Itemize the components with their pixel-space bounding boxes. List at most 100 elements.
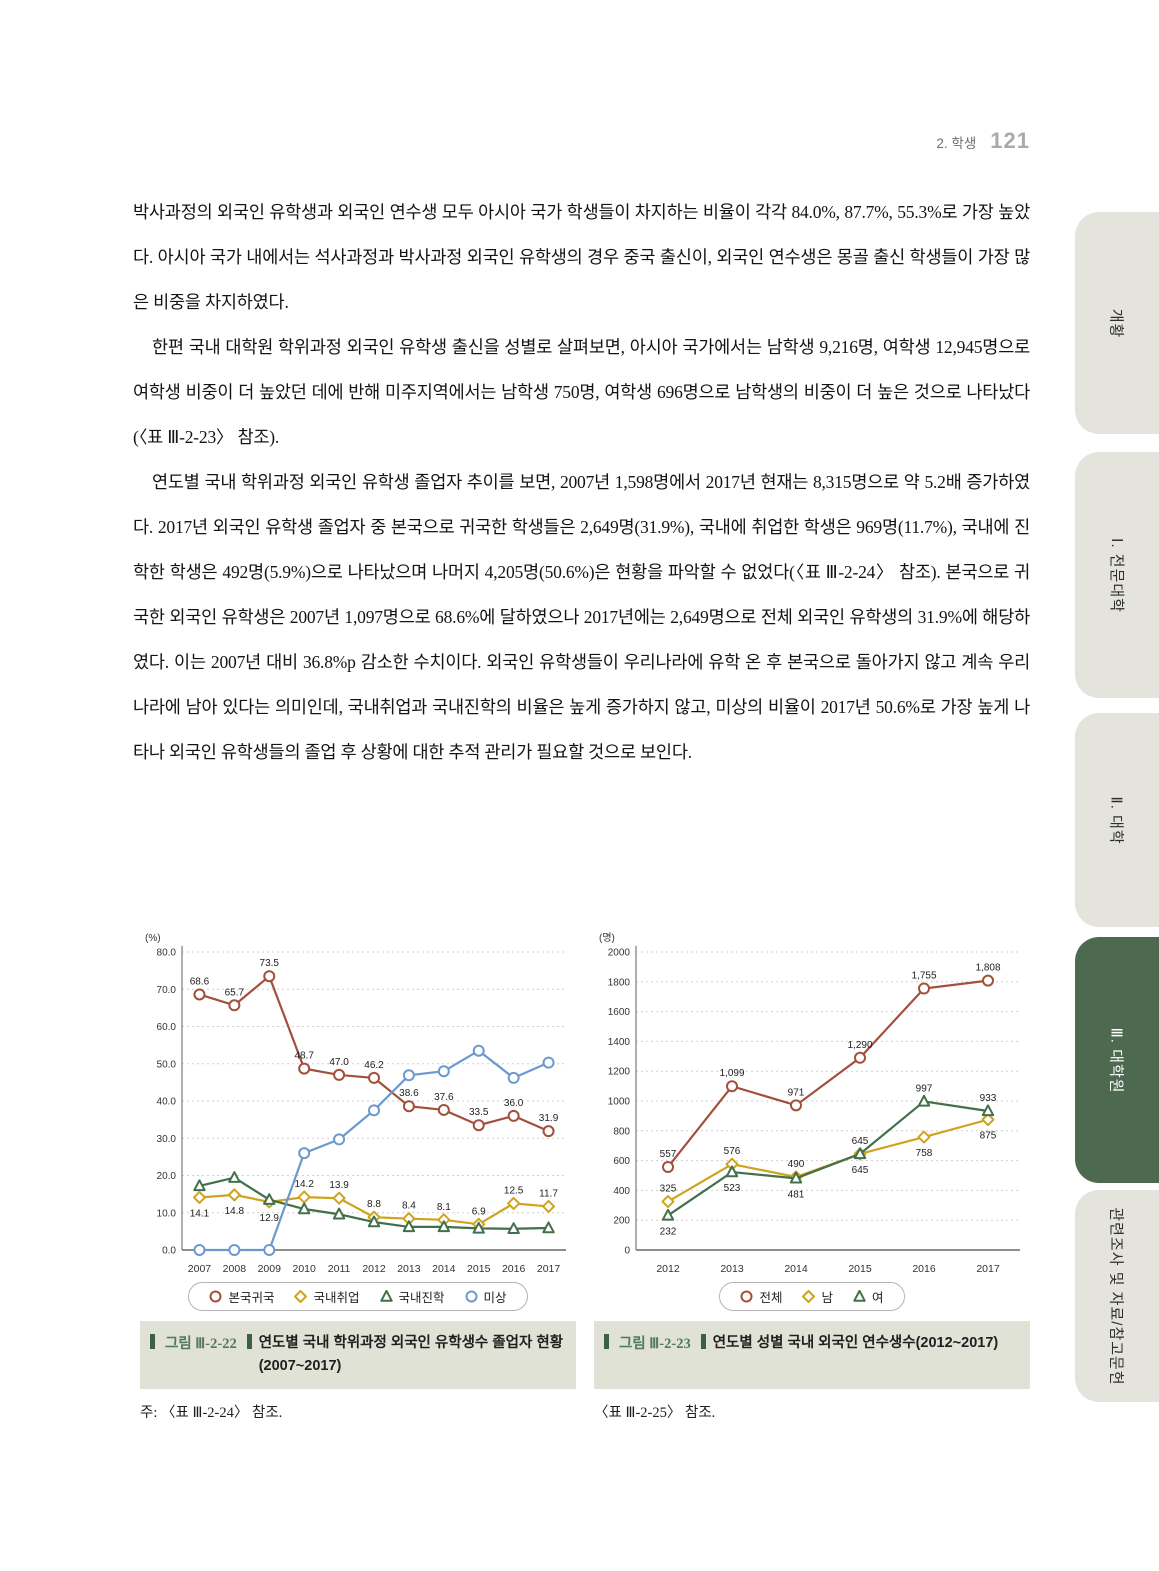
svg-text:758: 758	[916, 1148, 933, 1159]
svg-text:40.0: 40.0	[157, 1097, 177, 1108]
svg-text:2015: 2015	[467, 1263, 491, 1275]
figures-row: (%) 0.0 10.0 20.0 30.0 40.0 50.0 60.0 70.0 80.0 20…	[140, 928, 1030, 1422]
paragraph: 연도별 국내 학위과정 외국인 유학생 졸업자 추이를 보면, 2007년 1,…	[133, 472, 1030, 762]
svg-text:36.0: 36.0	[504, 1098, 524, 1109]
svg-text:12.5: 12.5	[504, 1185, 524, 1196]
figure2-caption: 그림 Ⅲ-2-23 연도별 성별 국내 외국인 연수생수(2012~2017)	[594, 1321, 1030, 1389]
page-header: 2. 학생 121	[936, 128, 1030, 154]
legend-marker-icon	[379, 1290, 393, 1302]
svg-text:2000: 2000	[608, 948, 631, 959]
svg-text:37.6: 37.6	[434, 1092, 454, 1103]
svg-text:490: 490	[788, 1159, 805, 1170]
svg-text:33.5: 33.5	[469, 1107, 489, 1118]
svg-text:11.7: 11.7	[539, 1188, 558, 1199]
legend-label: 전체	[759, 1291, 783, 1305]
legend-item: 국내취업	[294, 1287, 360, 1306]
header-page-number: 121	[990, 128, 1030, 153]
svg-text:600: 600	[613, 1156, 630, 1167]
svg-text:2017: 2017	[537, 1263, 561, 1275]
svg-text:2015: 2015	[848, 1263, 872, 1275]
svg-text:557: 557	[660, 1149, 677, 1160]
svg-text:1600: 1600	[608, 1007, 631, 1018]
caption-bar-icon	[246, 1334, 252, 1349]
legend-item: 여	[853, 1287, 884, 1306]
svg-text:8.8: 8.8	[367, 1199, 381, 1210]
svg-text:933: 933	[980, 1093, 997, 1104]
svg-text:6.9: 6.9	[472, 1206, 486, 1217]
svg-text:2008: 2008	[223, 1263, 247, 1275]
svg-text:2010: 2010	[293, 1263, 317, 1275]
svg-text:14.8: 14.8	[225, 1206, 245, 1217]
svg-text:(%): (%)	[145, 933, 161, 944]
svg-text:65.7: 65.7	[225, 987, 245, 998]
svg-text:1400: 1400	[608, 1037, 631, 1048]
svg-text:2012: 2012	[362, 1263, 386, 1275]
svg-text:481: 481	[788, 1189, 805, 1200]
svg-text:1000: 1000	[608, 1097, 631, 1108]
legend-label: 여	[872, 1291, 884, 1305]
sidebar-tab-label: Ⅱ. 대학	[1107, 795, 1125, 845]
svg-text:2011: 2011	[328, 1263, 351, 1275]
caption-bar-icon	[700, 1334, 706, 1349]
sidebar-tab-2: Ⅰ. 전문대학	[1075, 452, 1159, 698]
caption-bar-icon	[604, 1334, 609, 1349]
paragraph: 한편 국내 대학원 학위과정 외국인 유학생 출신을 성별로 살펴보면, 아시아…	[133, 337, 1030, 447]
svg-text:14.2: 14.2	[294, 1179, 314, 1190]
legend-item: 미상	[465, 1287, 507, 1306]
svg-text:2017: 2017	[976, 1263, 1000, 1275]
svg-text:10.0: 10.0	[157, 1208, 177, 1219]
legend-label: 본국귀국	[228, 1291, 275, 1305]
legend-marker-icon	[209, 1290, 222, 1303]
caption-bar-icon	[150, 1334, 155, 1349]
svg-text:875: 875	[980, 1131, 997, 1142]
sidebar-tab-4: Ⅲ. 대학원	[1075, 937, 1159, 1183]
legend-marker-icon	[853, 1290, 866, 1302]
svg-text:1200: 1200	[608, 1067, 631, 1078]
trainees-line-chart: (명) 0 200 400 600 800 1000 1200 1400 1600 1800 2000…	[599, 932, 1020, 1275]
svg-text:523: 523	[724, 1183, 741, 1194]
svg-text:50.0: 50.0	[157, 1059, 177, 1070]
svg-text:232: 232	[660, 1226, 677, 1237]
svg-text:12.9: 12.9	[260, 1213, 280, 1224]
svg-text:2013: 2013	[397, 1263, 421, 1275]
sidebar-tab-label: Ⅰ. 전문대학	[1107, 537, 1125, 613]
svg-text:20.0: 20.0	[157, 1171, 177, 1182]
sidebar-tab-label: 관련조사 및 자료/참고문헌	[1107, 1206, 1125, 1386]
legend-marker-icon	[465, 1290, 478, 1303]
svg-text:73.5: 73.5	[260, 958, 280, 969]
legend-item: 국내진학	[379, 1287, 445, 1306]
legend-item: 남	[802, 1287, 833, 1306]
figure1-tag: 그림 Ⅲ-2-22	[165, 1336, 237, 1352]
svg-text:70.0: 70.0	[157, 985, 177, 996]
sidebar-tab-5: 관련조사 및 자료/참고문헌	[1075, 1190, 1159, 1402]
svg-text:800: 800	[613, 1126, 630, 1137]
svg-text:2016: 2016	[912, 1263, 936, 1275]
svg-text:1,099: 1,099	[719, 1068, 744, 1079]
svg-text:325: 325	[660, 1184, 677, 1195]
legend-marker-icon	[294, 1290, 308, 1303]
svg-text:1,808: 1,808	[975, 963, 1000, 974]
chart2-legend-row: 전체 남 여	[594, 1282, 1030, 1311]
svg-text:2012: 2012	[656, 1263, 680, 1275]
body-paragraphs: 박사과정의 외국인 유학생과 외국인 연수생 모두 아시아 국가 학생들이 차지…	[133, 190, 1030, 775]
svg-text:1,290: 1,290	[847, 1040, 872, 1051]
chart1-legend-row: 본국귀국 국내취업 국내진학 미상	[140, 1282, 576, 1311]
svg-text:2016: 2016	[502, 1263, 526, 1275]
legend-label: 국내진학	[398, 1291, 445, 1305]
legend-marker-icon	[740, 1290, 753, 1303]
svg-text:645: 645	[852, 1136, 869, 1147]
svg-text:2014: 2014	[784, 1263, 808, 1275]
svg-text:31.9: 31.9	[539, 1113, 559, 1124]
svg-text:2013: 2013	[720, 1263, 744, 1275]
svg-text:645: 645	[852, 1165, 869, 1176]
svg-text:47.0: 47.0	[329, 1057, 349, 1068]
sidebar-tab-3: Ⅱ. 대학	[1075, 713, 1159, 927]
svg-text:1,755: 1,755	[911, 971, 936, 982]
sidebar-tab-label: 개황	[1107, 308, 1125, 338]
svg-text:0: 0	[624, 1246, 630, 1257]
svg-text:0.0: 0.0	[162, 1246, 176, 1257]
svg-text:1800: 1800	[608, 977, 631, 988]
svg-text:8.4: 8.4	[402, 1201, 416, 1212]
svg-text:576: 576	[724, 1146, 741, 1157]
